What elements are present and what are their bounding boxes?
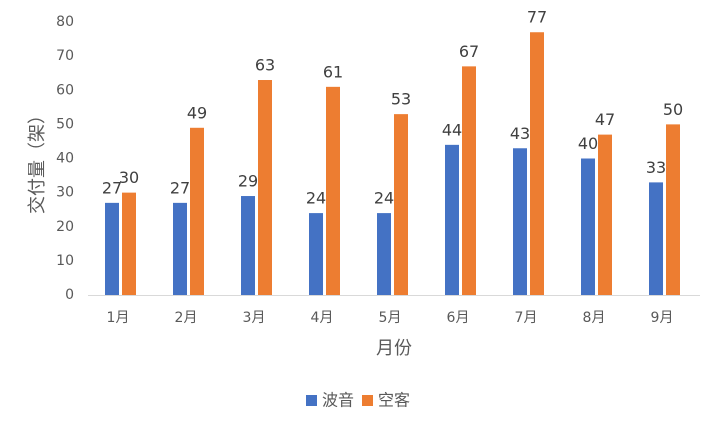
x-tick-label: 2月 [175,310,198,326]
bar [377,213,391,295]
y-axis-title: 交付量（架） [27,106,48,214]
bar [309,213,323,295]
y-tick-label: 20 [56,219,74,235]
bar [666,124,680,295]
value-label: 49 [187,103,207,122]
value-label: 53 [391,90,411,109]
bar [326,86,340,296]
value-label: 77 [527,8,547,27]
value-label: 63 [255,56,275,75]
x-tick-label: 4月 [311,310,334,326]
bar [122,192,136,295]
y-tick-label: 40 [56,151,74,167]
y-tick-label: 10 [56,253,74,269]
bar [581,158,595,295]
x-tick-label: 3月 [243,310,266,326]
x-tick-label: 9月 [651,310,674,326]
bar [598,134,612,295]
y-tick-label: 80 [56,14,74,30]
y-tick-label: 50 [56,116,74,132]
legend-text: 波音 [322,391,354,410]
y-tick-label: 0 [65,287,74,303]
legend-swatch [306,395,317,406]
bar [445,144,459,295]
value-label: 24 [306,189,326,208]
value-label: 27 [102,178,122,197]
value-label: 61 [323,62,343,81]
legend-swatch [362,395,373,406]
value-label: 44 [442,120,462,139]
bar [394,114,408,295]
value-label: 29 [238,172,258,191]
bar [190,127,204,295]
value-label: 50 [663,100,683,119]
value-label: 47 [595,110,615,129]
value-label: 67 [459,42,479,61]
x-tick-label: 8月 [583,310,606,326]
x-tick-label: 6月 [447,310,470,326]
value-label: 43 [510,124,530,143]
value-label: 30 [119,168,139,187]
x-tick-label: 5月 [379,310,402,326]
bar [462,66,476,295]
x-tick-label: 1月 [107,310,130,326]
bar [241,196,255,295]
value-label: 40 [578,134,598,153]
y-tick-label: 30 [56,185,74,201]
y-tick-label: 70 [56,48,74,64]
bar [649,182,663,295]
y-tick-label: 60 [56,82,74,98]
value-label: 27 [170,178,190,197]
bar [513,148,527,295]
legend-text: 空客 [378,391,410,410]
bar [105,202,119,295]
x-tick-label: 7月 [515,310,538,326]
value-label: 24 [374,189,394,208]
x-axis-title: 月份 [376,338,412,359]
bar [258,80,272,295]
bar [530,32,544,296]
value-label: 33 [646,158,666,177]
bar [173,202,187,295]
